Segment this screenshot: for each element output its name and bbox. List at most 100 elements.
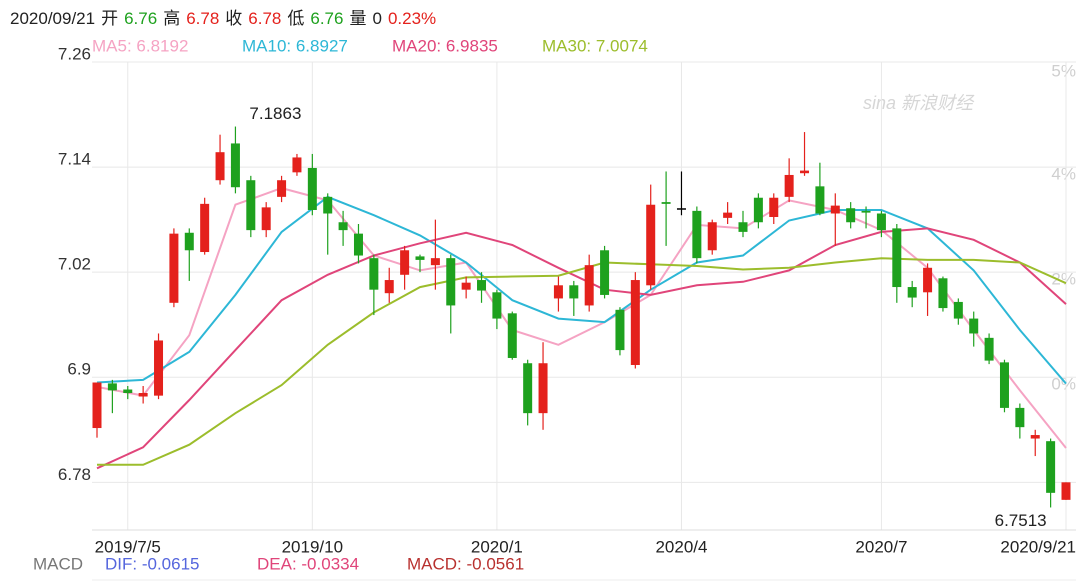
candle-body: [923, 267, 933, 293]
header: 2020/09/21 开 6.76 高 6.78 收 6.78 低 6.76 量 0 0.23%: [10, 9, 436, 28]
x-tick-label: 2020/4: [655, 537, 707, 556]
candle-body: [384, 280, 394, 294]
candle-body: [1046, 441, 1056, 493]
candle-body: [369, 258, 379, 290]
candle-body: [323, 196, 333, 214]
candle-body: [1061, 482, 1071, 500]
candle-body: [861, 210, 871, 213]
candle-body: [953, 301, 963, 319]
header-open: 6.76: [124, 9, 157, 28]
candle-body: [800, 170, 810, 174]
right-axis-label: 5%: [1051, 61, 1076, 80]
candle-body: [446, 258, 456, 306]
candle-body: [507, 313, 517, 358]
ma-line: [96, 195, 1067, 385]
legend-entry: MA10: 6.8927: [242, 36, 348, 55]
header-close-label: 收: [225, 9, 242, 28]
y-tick-label: 7.26: [58, 44, 91, 63]
candle-body: [753, 197, 763, 223]
candle-body: [707, 222, 717, 251]
header-change: 0.23%: [388, 9, 436, 28]
candle-body: [938, 278, 948, 309]
candle-body: [292, 157, 302, 173]
candle-body: [815, 186, 825, 214]
ma-line: [96, 227, 1067, 470]
candle-body: [107, 383, 117, 391]
x-tick-label: 2019/10: [282, 537, 343, 556]
candle-body: [892, 228, 902, 288]
candle-body: [584, 265, 594, 306]
candle-body: [430, 258, 440, 266]
header-close: 6.78: [248, 9, 281, 28]
candle-body: [538, 363, 548, 414]
candle-body: [846, 208, 856, 223]
candle-body: [1030, 435, 1040, 439]
y-tick-label: 6.9: [67, 360, 91, 379]
candle-body: [646, 204, 656, 286]
candle-body: [246, 180, 256, 231]
candle-body: [92, 382, 102, 429]
candle-body: [523, 363, 533, 414]
right-axis-label: 0%: [1051, 374, 1076, 393]
x-tick-label: 2020/1: [471, 537, 523, 556]
legend-entry: MA5: 6.8192: [92, 36, 188, 55]
candle-body: [415, 256, 425, 260]
candle-body: [138, 393, 148, 397]
right-axis-label: 4%: [1051, 164, 1076, 183]
header-open-label: 开: [101, 9, 118, 28]
header-high: 6.78: [186, 9, 219, 28]
candle-body: [461, 282, 471, 290]
candle-body: [169, 233, 179, 303]
y-tick-label: 6.78: [58, 465, 91, 484]
ma-line: [97, 257, 1067, 466]
candle-body: [184, 232, 194, 251]
candle-body: [230, 143, 240, 188]
candle-body: [261, 207, 271, 231]
header-low: 6.76: [310, 9, 343, 28]
candle-body: [215, 152, 225, 181]
macd-label: MACD: [33, 554, 83, 573]
y-tick-label: 7.14: [58, 150, 91, 169]
candle-body: [338, 222, 348, 231]
header-high-label: 高: [163, 9, 180, 28]
candle-body: [353, 233, 363, 256]
x-tick-label: 2020/9/21: [1000, 537, 1076, 556]
candle-body: [154, 340, 164, 396]
candle-body: [984, 337, 994, 361]
x-tick-label: 2019/7/5: [95, 537, 161, 556]
candle-body: [600, 250, 610, 295]
candle-body: [400, 250, 410, 275]
candle-body: [661, 202, 671, 204]
candle-body: [692, 210, 702, 259]
candle-body: [876, 213, 886, 231]
watermark: sina 新浪财经: [863, 93, 975, 113]
right-axis-label: 2%: [1051, 269, 1076, 288]
candle-body: [723, 212, 733, 218]
candle-body: [569, 285, 579, 299]
candle-body: [738, 222, 748, 232]
candle-body: [630, 280, 640, 365]
min-annotation: 6.7513: [995, 511, 1047, 530]
candle-body: [123, 389, 133, 394]
header-volume: 0: [372, 9, 381, 28]
candle-body: [277, 180, 287, 197]
y-tick-label: 7.02: [58, 255, 91, 274]
header-low-label: 低: [287, 9, 304, 28]
header-line: 2020/09/21 开 6.76 高 6.78 收 6.78 低 6.76 量 0 0.23%: [10, 9, 436, 28]
candle-body: [969, 318, 979, 334]
x-tick-label: 2020/7: [855, 537, 907, 556]
candle-body: [907, 287, 917, 298]
candle-body: [307, 167, 317, 210]
macd-legend: MACD: -0.0561: [407, 554, 524, 573]
ma-line: [96, 187, 1067, 449]
candle-body: [999, 362, 1009, 408]
candle-body: [492, 292, 502, 319]
candle-body: [769, 197, 779, 217]
header-volume-label: 量: [349, 9, 366, 28]
candle-body: [784, 174, 794, 197]
macd-legend: DEA: -0.0334: [257, 554, 359, 573]
candle-body: [477, 280, 487, 291]
candle-body: [553, 285, 563, 299]
macd-legend: DIF: -0.0615: [105, 554, 200, 573]
